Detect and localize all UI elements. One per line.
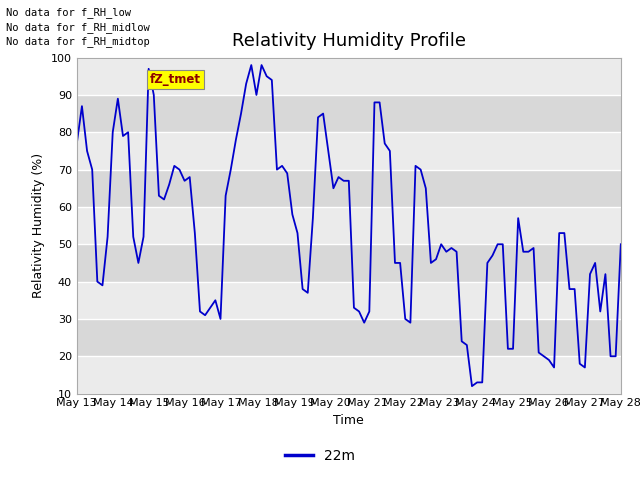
- Y-axis label: Relativity Humidity (%): Relativity Humidity (%): [33, 153, 45, 298]
- Text: fZ_tmet: fZ_tmet: [150, 73, 201, 86]
- Bar: [77, 95, 621, 132]
- Bar: [77, 319, 621, 356]
- Bar: [77, 356, 621, 394]
- Bar: [77, 282, 621, 319]
- Bar: [77, 169, 621, 207]
- Bar: [77, 244, 621, 282]
- Title: Relativity Humidity Profile: Relativity Humidity Profile: [232, 33, 466, 50]
- Text: No data for f_RH_midtop: No data for f_RH_midtop: [6, 36, 150, 47]
- Text: No data for f_RH_low: No data for f_RH_low: [6, 7, 131, 18]
- Bar: [77, 207, 621, 244]
- X-axis label: Time: Time: [333, 414, 364, 427]
- Text: No data for f_RH_midlow: No data for f_RH_midlow: [6, 22, 150, 33]
- Bar: [77, 58, 621, 95]
- Bar: [77, 132, 621, 169]
- Legend: 22m: 22m: [280, 443, 360, 468]
